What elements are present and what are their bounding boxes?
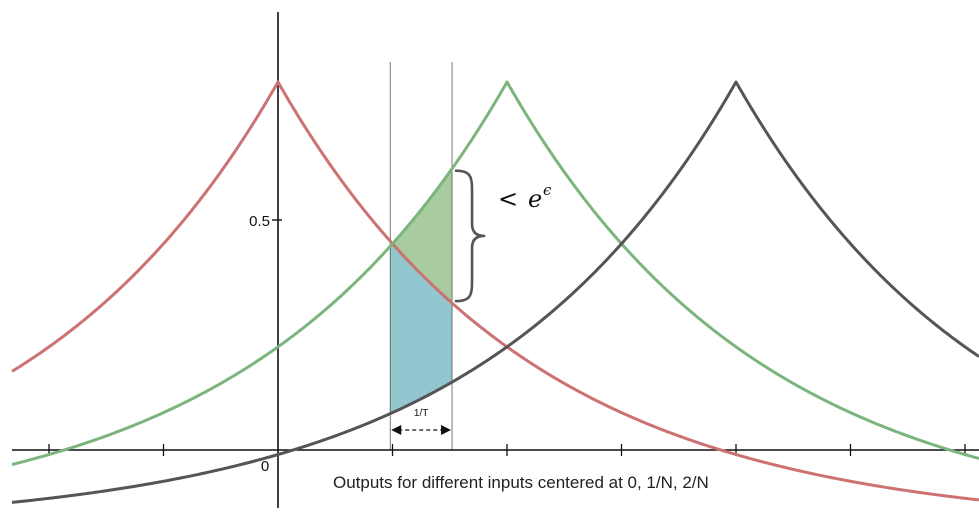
interval-label: 1/T	[414, 408, 428, 419]
annotation-base: e	[528, 185, 542, 213]
shaded-region-lower	[390, 241, 453, 414]
annotation-less-than: <	[498, 185, 518, 213]
curve-1	[11, 80, 979, 466]
curve-0	[11, 80, 979, 502]
annotation-exponent: ϵ	[543, 181, 552, 199]
curve-2	[11, 80, 979, 504]
y-tick-label: 0.5	[249, 213, 270, 230]
origin-label: 0	[261, 458, 269, 475]
fill-lower-fill	[390, 241, 453, 414]
interval-arrow	[391, 425, 452, 435]
curves	[11, 80, 979, 504]
curly-brace	[454, 169, 486, 303]
fill-upper-fill	[390, 168, 453, 304]
x-axis-caption: Outputs for different inputs centered at…	[333, 473, 709, 492]
